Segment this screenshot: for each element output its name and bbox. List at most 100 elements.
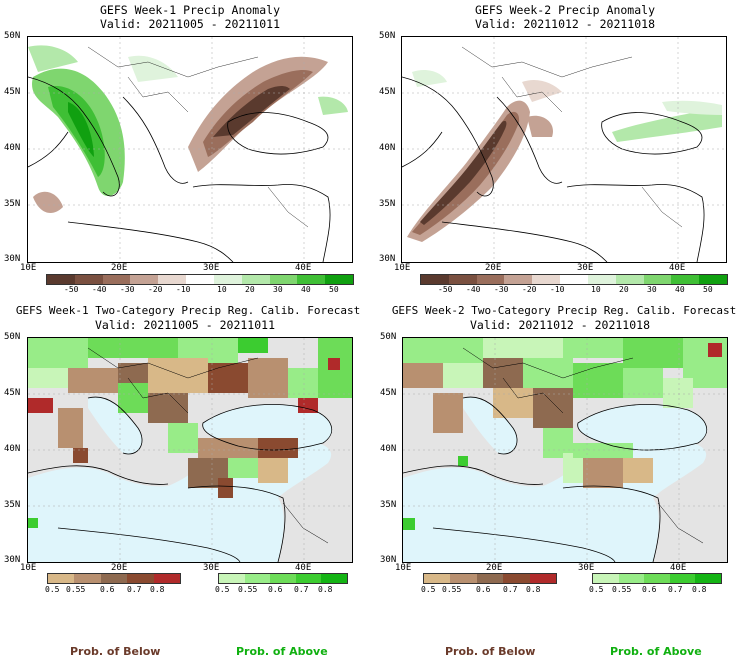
p3-ab-3: 0.7 bbox=[294, 585, 309, 594]
panel4-map-svg bbox=[403, 338, 727, 562]
p4-ab-2: 0.6 bbox=[642, 585, 657, 594]
p1-cb-30: 30 bbox=[273, 285, 283, 294]
p3-bl-2: 0.6 bbox=[100, 585, 115, 594]
p4-bl-0: 0.5 bbox=[421, 585, 436, 594]
p1-cb-40: 40 bbox=[301, 285, 311, 294]
panel2-coastlines bbox=[402, 76, 705, 262]
p3-bl-3: 0.7 bbox=[127, 585, 142, 594]
p4-ab-3: 0.7 bbox=[668, 585, 683, 594]
p3-lon-10: 10E bbox=[20, 563, 37, 573]
p4-lon-40: 40E bbox=[670, 563, 687, 573]
p4-bl-2: 0.6 bbox=[476, 585, 491, 594]
p3-lat-40: 40N bbox=[4, 444, 21, 454]
p3-lat-50: 50N bbox=[4, 332, 21, 342]
p4-lat-45: 45N bbox=[380, 388, 397, 398]
panel4-valid: Valid: 20211012 - 20211018 bbox=[469, 318, 650, 332]
p1-lat-40: 40N bbox=[4, 143, 21, 153]
p3-bl-0: 0.5 bbox=[45, 585, 60, 594]
p4-ab-0: 0.5 bbox=[589, 585, 604, 594]
panel3-title: GEFS Week-1 Two-Category Precip Reg. Cal… bbox=[15, 304, 361, 317]
p3-ab-0: 0.5 bbox=[215, 585, 230, 594]
panel3-coastlines bbox=[28, 396, 333, 562]
p1-cb-10: 10 bbox=[217, 285, 227, 294]
right-prob-above-label: Prob. of Above bbox=[610, 645, 702, 658]
p2-colorbar bbox=[420, 274, 728, 285]
p1-lon-30: 30E bbox=[203, 263, 220, 273]
p2-lon-10: 10E bbox=[394, 263, 411, 273]
p3-lon-40: 40E bbox=[295, 563, 312, 573]
p2-lon-20: 20E bbox=[485, 263, 502, 273]
p4-bl-1: 0.55 bbox=[442, 585, 462, 594]
p2-lon-40: 40E bbox=[669, 263, 686, 273]
p2-cb-40: 40 bbox=[675, 285, 685, 294]
p4-below-colorbar bbox=[423, 573, 557, 584]
p2-lat-35: 35N bbox=[379, 199, 396, 209]
panel1-title: GEFS Week-1 Precip Anomaly bbox=[99, 3, 280, 17]
p1-cb-m10: -10 bbox=[176, 285, 191, 294]
p4-bl-3: 0.7 bbox=[503, 585, 518, 594]
p3-above-colorbar bbox=[218, 573, 348, 584]
p3-ab-2: 0.6 bbox=[268, 585, 283, 594]
p4-ab-1: 0.55 bbox=[612, 585, 632, 594]
p1-lat-30: 30N bbox=[4, 254, 21, 264]
p3-prob-tiles bbox=[28, 338, 352, 528]
p4-lon-20: 20E bbox=[486, 563, 503, 573]
p1-lon-10: 10E bbox=[20, 263, 37, 273]
p3-below-colorbar bbox=[47, 573, 181, 584]
panel3-map bbox=[27, 337, 353, 563]
p1-cb-m40: -40 bbox=[92, 285, 107, 294]
panel4-title: GEFS Week-2 Two-Category Precip Reg. Cal… bbox=[391, 304, 737, 317]
p2-lon-30: 30E bbox=[577, 263, 594, 273]
panel4-coastlines bbox=[403, 396, 708, 562]
p1-cb-20: 20 bbox=[245, 285, 255, 294]
p2-cb-10: 10 bbox=[591, 285, 601, 294]
panel1-valid: Valid: 20211005 - 20211011 bbox=[99, 17, 280, 31]
p2-cb-m10: -10 bbox=[550, 285, 565, 294]
panel1-map bbox=[27, 36, 353, 263]
p1-cb-50: 50 bbox=[329, 285, 339, 294]
p3-lat-35: 35N bbox=[4, 500, 21, 510]
p3-ab-4: 0.8 bbox=[318, 585, 333, 594]
panel3-map-svg bbox=[28, 338, 352, 562]
p4-lat-35: 35N bbox=[380, 500, 397, 510]
left-prob-above-label: Prob. of Above bbox=[236, 645, 328, 658]
p2-cb-30: 30 bbox=[647, 285, 657, 294]
p2-cb-m20: -20 bbox=[522, 285, 537, 294]
p4-lon-30: 30E bbox=[578, 563, 595, 573]
p4-above-colorbar bbox=[592, 573, 722, 584]
p1-cb-m20: -20 bbox=[148, 285, 163, 294]
p1-lat-45: 45N bbox=[4, 87, 21, 97]
p2-lat-50: 50N bbox=[379, 31, 396, 41]
p4-lon-10: 10E bbox=[395, 563, 412, 573]
panel2-map bbox=[401, 36, 727, 263]
p1-lat-35: 35N bbox=[4, 199, 21, 209]
panel1-coastlines bbox=[28, 76, 331, 262]
p4-prob-tiles bbox=[403, 338, 727, 530]
panel2-valid: Valid: 20211012 - 20211018 bbox=[474, 17, 655, 31]
p1-cb-m50: -50 bbox=[64, 285, 79, 294]
p1-colorbar bbox=[46, 274, 354, 285]
p1-lon-20: 20E bbox=[111, 263, 128, 273]
p4-bl-4: 0.8 bbox=[526, 585, 541, 594]
p4-ab-4: 0.8 bbox=[692, 585, 707, 594]
panel1-gridlines bbox=[28, 37, 352, 262]
p2-lat-30: 30N bbox=[379, 254, 396, 264]
p4-blacksea bbox=[577, 404, 707, 450]
p1-lat-50: 50N bbox=[4, 31, 21, 41]
panel2-map-svg bbox=[402, 37, 726, 262]
p1-lon-40: 40E bbox=[295, 263, 312, 273]
p3-lon-30: 30E bbox=[203, 563, 220, 573]
p4-lat-40: 40N bbox=[380, 444, 397, 454]
p2-lat-45: 45N bbox=[379, 87, 396, 97]
p4-lat-30: 30N bbox=[380, 555, 397, 565]
p2-cb-m50: -50 bbox=[438, 285, 453, 294]
panel3-valid: Valid: 20211005 - 20211011 bbox=[94, 318, 275, 332]
p3-lon-20: 20E bbox=[111, 563, 128, 573]
p3-lat-45: 45N bbox=[4, 388, 21, 398]
p2-cb-m30: -30 bbox=[494, 285, 509, 294]
panel1-map-svg bbox=[28, 37, 352, 262]
p3-bl-4: 0.8 bbox=[150, 585, 165, 594]
p2-cb-m40: -40 bbox=[466, 285, 481, 294]
p3-lat-30: 30N bbox=[4, 555, 21, 565]
panel4-map bbox=[402, 337, 728, 563]
